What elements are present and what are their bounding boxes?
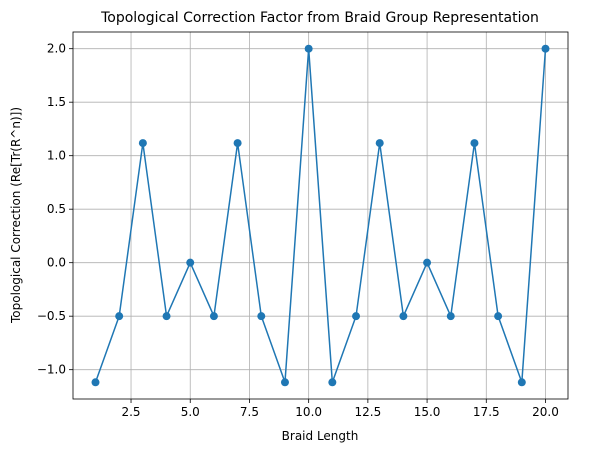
- y-tick-label: 2.0: [47, 42, 66, 56]
- data-point: [352, 312, 361, 321]
- x-tick-label: 15.0: [414, 405, 441, 419]
- y-tick-label: 1.0: [47, 149, 66, 163]
- data-point: [138, 139, 147, 148]
- data-point: [162, 312, 171, 321]
- y-tick-label: 0.5: [47, 202, 66, 216]
- data-point: [517, 378, 526, 387]
- data-point: [375, 139, 384, 148]
- data-point: [470, 139, 479, 148]
- y-axis: −1.0 −0.5 0.0 0.5 1.0 1.5 2.0: [37, 42, 73, 377]
- data-point: [280, 378, 289, 387]
- y-tick-label: −1.0: [37, 363, 66, 377]
- grid: [73, 32, 568, 399]
- x-tick-label: 7.5: [240, 405, 259, 419]
- y-tick-label: −0.5: [37, 309, 66, 323]
- data-point: [186, 258, 195, 267]
- data-point: [304, 44, 313, 53]
- data-point: [209, 312, 218, 321]
- data-point: [257, 312, 266, 321]
- y-axis-label: Topological Correction (Re[Tr(R^n)]): [9, 107, 23, 324]
- data-point: [399, 312, 408, 321]
- data-point: [233, 139, 242, 148]
- x-tick-label: 5.0: [181, 405, 200, 419]
- x-tick-label: 20.0: [532, 405, 559, 419]
- y-tick-label: 0.0: [47, 256, 66, 270]
- data-point: [446, 312, 455, 321]
- x-axis-label: Braid Length: [282, 429, 359, 443]
- chart-title: Topological Correction Factor from Braid…: [100, 10, 539, 26]
- x-tick-label: 2.5: [121, 405, 140, 419]
- data-point: [91, 378, 100, 387]
- x-tick-label: 17.5: [473, 405, 500, 419]
- x-tick-label: 10.0: [295, 405, 322, 419]
- x-tick-label: 12.5: [355, 405, 382, 419]
- series-group: [91, 44, 550, 387]
- plot-frame: [72, 31, 569, 400]
- data-point: [328, 378, 337, 387]
- data-point: [541, 44, 550, 53]
- data-point: [423, 258, 432, 267]
- y-tick-label: 1.5: [47, 95, 66, 109]
- data-point: [494, 312, 503, 321]
- series-line: [94, 47, 547, 384]
- data-point: [115, 312, 124, 321]
- x-axis: 2.5 5.0 7.5 10.0 12.5 15.0 17.5 20.0: [121, 399, 559, 419]
